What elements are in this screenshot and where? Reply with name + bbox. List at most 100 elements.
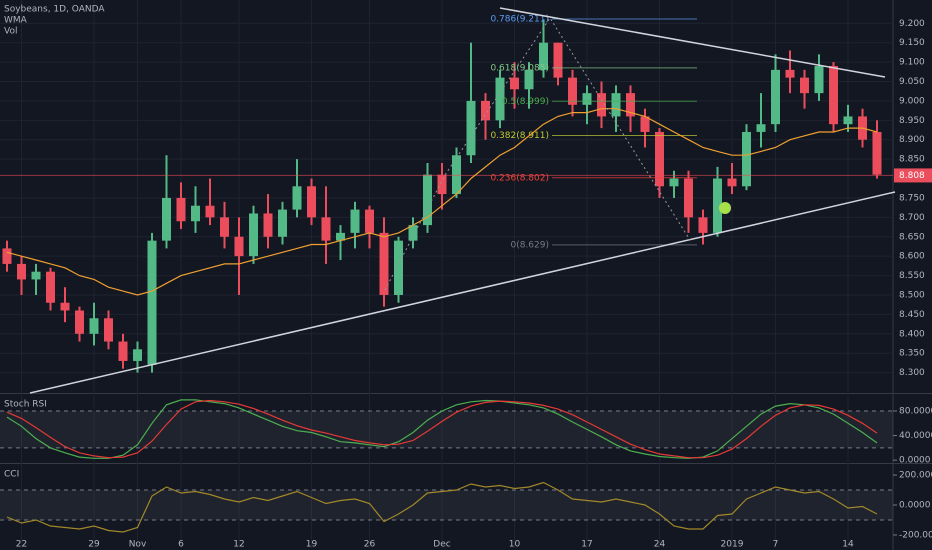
x-tick-label: Dec	[433, 540, 450, 550]
last-price-label: 8.808	[899, 171, 925, 181]
fib-label: 0.5(8.999)	[502, 97, 549, 107]
y-tick-label: 9.150	[899, 38, 925, 48]
y-tick-label: 200.0000	[899, 471, 932, 481]
y-tick-label: 0.0000	[899, 501, 931, 511]
candle-body	[771, 69, 780, 125]
candle-body	[133, 349, 142, 361]
pane-title: CCI	[4, 470, 19, 480]
candle-body	[727, 178, 737, 187]
candle-body	[118, 341, 128, 361]
candle-body	[234, 236, 244, 257]
y-tick-label: 9.200	[899, 19, 925, 29]
candle-body	[756, 124, 766, 132]
y-tick-label: 8.300	[899, 368, 925, 378]
series-line	[6, 399, 878, 459]
candle-body	[263, 213, 273, 237]
y-tick-label: 8.600	[899, 252, 925, 262]
candle-body	[698, 217, 708, 233]
candle-body	[278, 209, 287, 237]
x-tick-label: 6	[178, 540, 184, 550]
candle-body	[292, 186, 302, 210]
series-line	[6, 399, 878, 459]
series-line	[6, 108, 878, 296]
y-tick-label: -200.0000	[899, 530, 932, 540]
y-tick-label: 8.400	[899, 329, 925, 339]
candle-body	[2, 248, 12, 264]
fib-label: 0.786(9.211)	[490, 15, 549, 25]
candle-body	[205, 205, 215, 218]
y-tick-label: 40.0000	[899, 431, 932, 441]
x-tick-label: 29	[88, 540, 100, 550]
candle-body	[872, 131, 882, 175]
candle-body	[713, 178, 722, 233]
candle-body	[408, 225, 418, 241]
y-tick-label: 0.0000	[899, 456, 931, 466]
x-tick-label: 10	[509, 540, 521, 550]
candle-body	[669, 178, 679, 187]
pane-title: Stoch RSI	[4, 400, 47, 410]
trend-line	[499, 7, 886, 78]
candle-body	[176, 197, 186, 222]
pane-title: Soybeans, 1D, OANDA	[4, 5, 105, 15]
candle-body	[452, 155, 461, 195]
candle-body	[466, 100, 476, 156]
y-tick-label: 8.650	[899, 232, 925, 242]
x-tick-label: 14	[842, 540, 854, 550]
candle-body	[147, 240, 157, 365]
trend-line	[29, 191, 896, 394]
x-tick-label: 2019	[721, 540, 744, 550]
candle-body	[640, 116, 650, 132]
y-tick-label: 9.050	[899, 77, 925, 87]
y-tick-label: 8.350	[899, 349, 925, 359]
candle-body	[46, 271, 55, 303]
y-tick-label: 8.950	[899, 116, 925, 126]
candle-body	[31, 271, 41, 280]
y-tick-label: 8.750	[899, 193, 925, 203]
band	[0, 490, 893, 520]
x-tick-label: Nov	[129, 540, 147, 550]
y-tick-label: 8.700	[899, 213, 925, 223]
candle-body	[336, 232, 345, 241]
last-price-box	[894, 168, 932, 183]
candle-body	[684, 178, 693, 218]
candle-body	[394, 240, 403, 295]
y-tick-label: 8.500	[899, 290, 925, 300]
candle-body	[307, 186, 316, 218]
candle-body	[495, 77, 505, 121]
candle-body	[350, 209, 360, 233]
candle-body	[104, 318, 113, 342]
candle-body	[365, 209, 374, 233]
candle-body	[611, 93, 621, 117]
candle-body	[597, 93, 606, 117]
candle-body	[60, 302, 70, 311]
series-line	[6, 481, 878, 533]
y-tick-label: 8.450	[899, 310, 925, 320]
y-tick-label: 9.100	[899, 58, 925, 68]
candle-body	[249, 213, 258, 257]
candle-body	[379, 232, 389, 295]
x-tick-label: 7	[773, 540, 779, 550]
indicator-label: WMA	[4, 16, 28, 26]
fib-label: 0.382(8.911)	[490, 131, 549, 141]
x-tick-label: 12	[233, 540, 244, 550]
candle-body	[481, 100, 490, 121]
candle-body	[582, 93, 592, 105]
y-tick-label: 9.000	[899, 96, 925, 106]
x-tick-label: 22	[16, 540, 27, 550]
candle-body	[437, 174, 447, 195]
y-tick-label: 8.900	[899, 135, 925, 145]
marker-dot	[719, 202, 731, 214]
x-tick-label: 19	[306, 540, 318, 550]
candle-body	[524, 69, 534, 90]
candle-body	[829, 65, 838, 125]
x-tick-label: 24	[654, 540, 666, 550]
candle-body	[800, 77, 809, 94]
candle-body	[162, 197, 171, 241]
band	[0, 410, 893, 448]
candle-body	[89, 318, 99, 334]
fib-label: 0.618(9.085)	[490, 63, 549, 73]
fib-label: 0.236(8.802)	[490, 173, 549, 183]
